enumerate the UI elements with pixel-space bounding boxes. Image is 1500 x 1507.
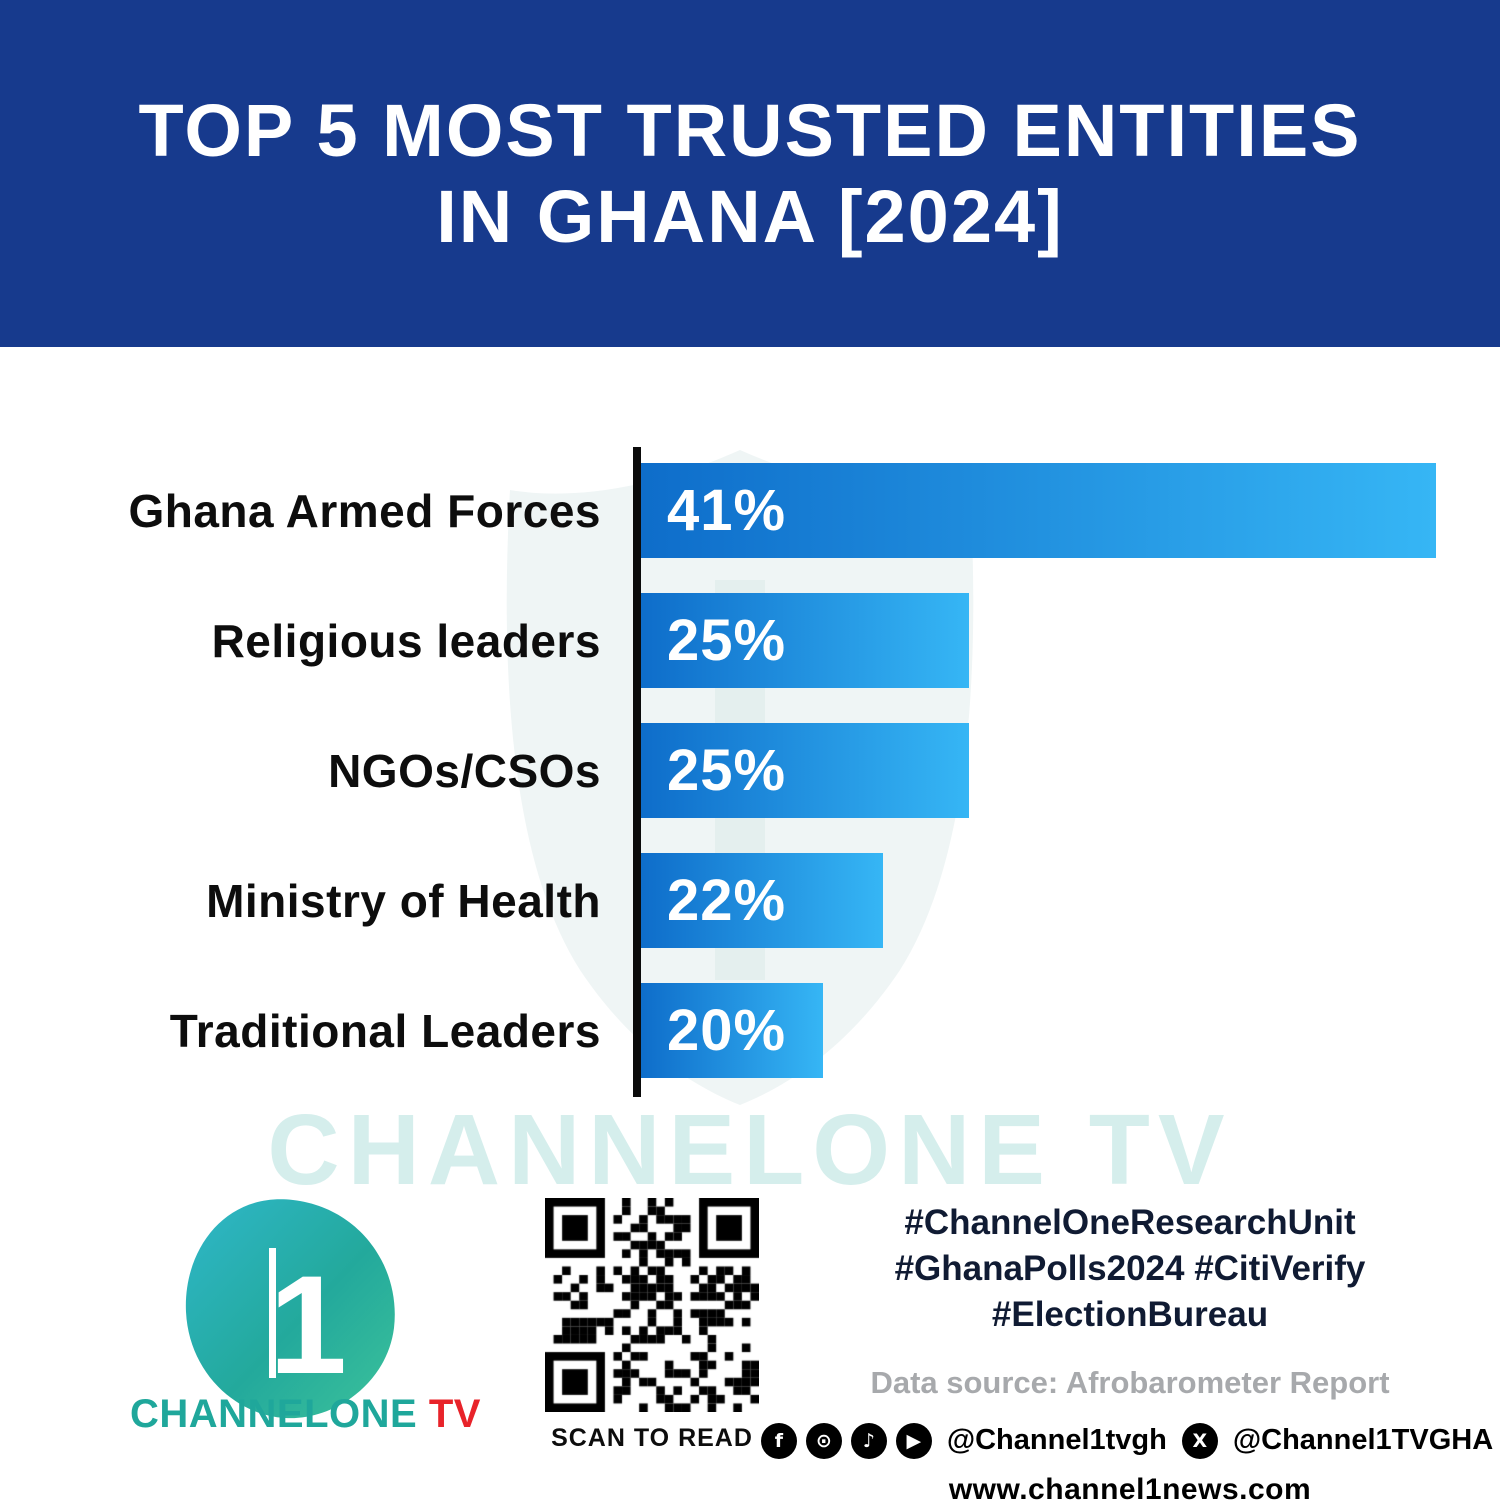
hashtag-line: #GhanaPolls2024 #CitiVerify bbox=[894, 1249, 1366, 1289]
wordmark-tv: TV bbox=[417, 1392, 481, 1436]
hashtag-line: #ElectionBureau bbox=[991, 1295, 1269, 1335]
hashtag-line: #ChannelOneResearchUnit bbox=[904, 1203, 1356, 1242]
category-label: Traditional Leaders bbox=[169, 1004, 601, 1057]
qr-block: SCAN TO READ bbox=[545, 1198, 759, 1453]
qr-code bbox=[545, 1198, 759, 1412]
bar-row: Traditional Leaders 20% bbox=[0, 983, 1500, 1078]
bar: 41% bbox=[641, 463, 1436, 558]
bar-row: Ghana Armed Forces 41% bbox=[0, 463, 1500, 558]
bar-value-label: 41% bbox=[667, 478, 787, 543]
category-label: Religious leaders bbox=[211, 614, 601, 667]
social-handle-x: @Channel1TVGHA bbox=[1232, 1424, 1494, 1457]
bar-row: Religious leaders 25% bbox=[0, 593, 1500, 688]
brand-watermark: CHANNELONE TV bbox=[267, 1094, 1233, 1206]
channel-one-logo: 1 bbox=[185, 1199, 395, 1419]
facebook-icon: f bbox=[760, 1422, 797, 1459]
bar-value-label: 20% bbox=[667, 998, 787, 1063]
data-source-text: Data source: Afrobarometer Report bbox=[870, 1364, 1390, 1400]
bar-value-label: 25% bbox=[667, 608, 787, 673]
footer-right-column: #ChannelOneResearchUnit #GhanaPolls2024 … bbox=[760, 1200, 1493, 1507]
bar: 25% bbox=[641, 593, 969, 688]
bar: 25% bbox=[641, 723, 969, 818]
category-label: Ghana Armed Forces bbox=[128, 484, 601, 537]
bar-row: Ministry of Health 22% bbox=[0, 853, 1500, 948]
category-label: NGOs/CSOs bbox=[328, 744, 601, 797]
bar-value-label: 25% bbox=[667, 738, 787, 803]
svg-text:1: 1 bbox=[269, 1246, 347, 1403]
bar: 22% bbox=[641, 853, 883, 948]
x-icon: X bbox=[1181, 1422, 1218, 1459]
website-url: www.channel1news.com bbox=[948, 1472, 1312, 1506]
bar-row: NGOs/CSOs 25% bbox=[0, 723, 1500, 818]
instagram-icon: ⊙ bbox=[805, 1422, 842, 1459]
channel-one-wordmark: CHANNELONE TV bbox=[130, 1392, 480, 1437]
page-title-line-1: TOP 5 MOST TRUSTED ENTITIES bbox=[138, 88, 1362, 172]
bar-value-label: 22% bbox=[667, 868, 787, 933]
youtube-icon: ▶ bbox=[895, 1422, 932, 1459]
bar-chart: Ghana Armed Forces 41% Religious leaders… bbox=[0, 463, 1500, 1113]
category-label: Ministry of Health bbox=[206, 874, 601, 927]
tiktok-icon: ♪ bbox=[850, 1422, 887, 1459]
qr-caption: SCAN TO READ bbox=[551, 1424, 753, 1452]
social-handle-main: @Channel1tvgh bbox=[946, 1424, 1167, 1457]
header-banner: TOP 5 MOST TRUSTED ENTITIES IN GHANA [20… bbox=[0, 0, 1500, 347]
page-title-line-2: IN GHANA [2024] bbox=[436, 174, 1064, 258]
social-row: f ⊙ ♪ ▶ @Channel1tvgh X @Channel1TVGHA bbox=[760, 1422, 1493, 1459]
bar: 20% bbox=[641, 983, 823, 1078]
wordmark-channelone: CHANNELONE bbox=[130, 1392, 418, 1436]
chart-axis-line bbox=[633, 447, 641, 1097]
